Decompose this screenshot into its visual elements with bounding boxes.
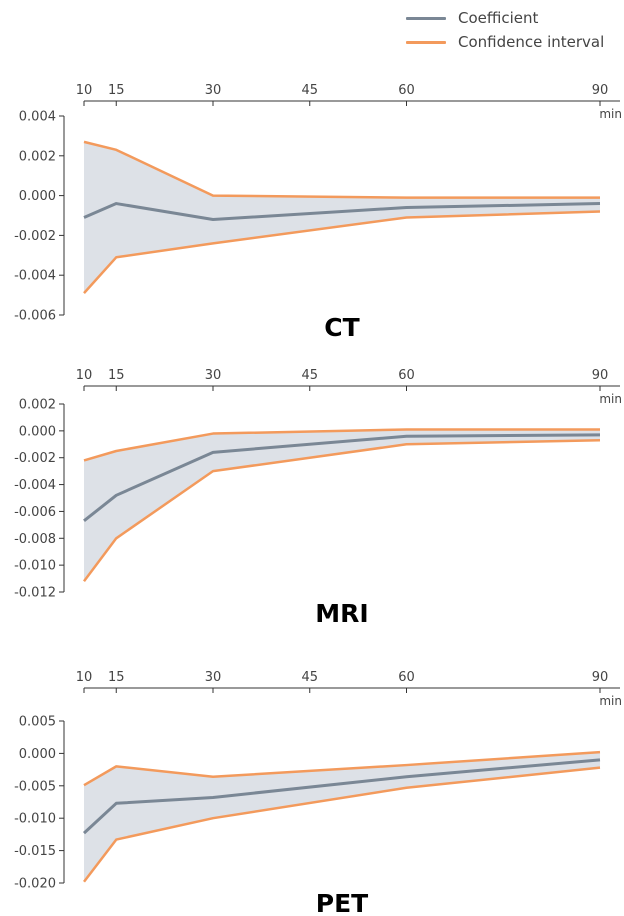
panel-pet-x-tick-label: 10 [76, 670, 93, 685]
panel-mri-ci-upper-line [83, 428, 600, 462]
panel-ct-x-tick-label: 15 [108, 83, 125, 98]
panel-ct-coefficient-line [83, 202, 601, 221]
panel-mri-y-tick-label: -0.012 [14, 586, 56, 601]
panel-pet-x-tick-label: 60 [398, 670, 415, 685]
legend-item-coefficient: Coefficient [406, 6, 604, 30]
panel-pet-ci-band [84, 752, 600, 882]
panel-ct-ci-band [84, 141, 600, 294]
panel-pet-y-tick-label: -0.005 [14, 779, 56, 794]
panel-ct-x-tick-label: 45 [301, 83, 318, 98]
panel-pet-x-tick-label: 30 [205, 670, 222, 685]
panel-pet-coefficient-line [82, 758, 601, 835]
panel-pet-ci-lower-line [83, 766, 601, 883]
panel-ct-ci-lower-line [83, 210, 601, 294]
panel-mri-ci-band [84, 429, 600, 582]
panel-pet-x-tick-label: 15 [108, 670, 125, 685]
panel-mri-title: MRI [315, 599, 368, 628]
panel-ct-x-tick-label: 60 [398, 83, 415, 98]
coefficient-swatch [406, 16, 446, 20]
panel-ct-y-tick-label: -0.002 [14, 229, 56, 244]
panel-mri-y-tick-label: -0.006 [14, 505, 56, 520]
legend-label-ci: Confidence interval [458, 33, 605, 51]
panel-mri-ci-lower-line [83, 439, 601, 583]
panel-mri-coefficient-line [83, 433, 601, 523]
panel-mri-x-tick-label: 45 [301, 368, 318, 383]
panel-ct-x-tick-label: 30 [205, 83, 222, 98]
legend-label-coefficient: Coefficient [458, 9, 539, 27]
panel-pet-x-tick-label: 90 [592, 670, 609, 685]
legend-item-ci: Confidence interval [406, 30, 604, 54]
panel-ct-ci-upper-line [83, 140, 600, 199]
ci-swatch [406, 40, 446, 44]
panel-ct-y-tick-label: 0.004 [19, 110, 56, 125]
panel-pet-x-unit-label: min [599, 694, 622, 708]
panel-mri-x-tick-label: 10 [76, 368, 93, 383]
panel-mri-y-tick-label: -0.010 [14, 559, 56, 574]
panel-mri-x-tick-label: 90 [592, 368, 609, 383]
legend: Coefficient Confidence interval [406, 6, 604, 54]
panel-mri-y-tick-label: -0.002 [14, 451, 56, 466]
panel-mri-x-tick-label: 60 [398, 368, 415, 383]
panel-mri-y-tick-label: -0.008 [14, 532, 56, 547]
panel-mri-y-tick-label: 0.000 [19, 424, 56, 439]
panel-ct-y-tick-label: 0.002 [19, 149, 56, 164]
panel-pet-y-tick-label: 0.000 [19, 747, 56, 762]
panel-ct-y-tick-label: -0.004 [14, 269, 56, 284]
panel-pet-y-tick-label: 0.005 [19, 715, 56, 730]
panel-ct-x-tick-label: 90 [592, 83, 609, 98]
panel-ct-title: CT [324, 313, 359, 342]
panel-pet-x-tick-label: 45 [301, 670, 318, 685]
panel-pet-y-tick-label: -0.020 [14, 877, 56, 892]
panel-pet-y-tick-label: -0.015 [14, 844, 56, 859]
panel-mri-x-unit-label: min [599, 392, 622, 406]
panel-pet-y-tick-label: -0.010 [14, 812, 56, 827]
panel-ct-y-tick-label: -0.006 [14, 309, 56, 324]
panel-ct-x-tick-label: 10 [76, 83, 93, 98]
panel-mri-y-tick-label: 0.002 [19, 398, 56, 413]
panel-mri-x-tick-label: 30 [205, 368, 222, 383]
panel-mri-y-tick-label: -0.004 [14, 478, 56, 493]
panel-mri-x-tick-label: 15 [108, 368, 125, 383]
panel-ct-y-tick-label: 0.000 [19, 189, 56, 204]
panel-ct-x-unit-label: min [599, 107, 622, 121]
panel-pet-title: PET [316, 889, 368, 916]
panel-pet-ci-upper-line [83, 750, 601, 787]
